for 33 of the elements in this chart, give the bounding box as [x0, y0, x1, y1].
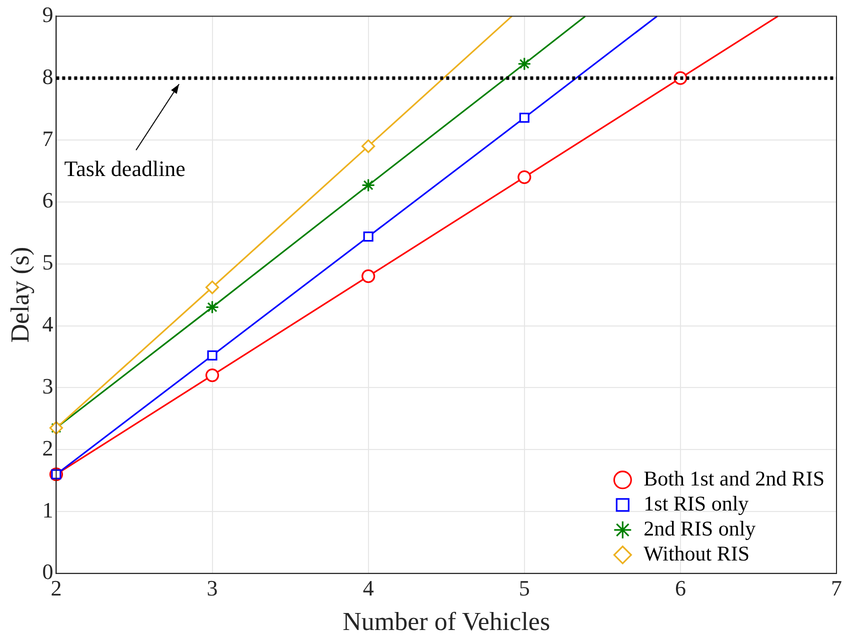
legend-label: Both 1st and 2nd RIS: [644, 466, 825, 490]
y-tick-label: 5: [42, 250, 54, 275]
point: [362, 139, 376, 154]
point: [207, 350, 218, 361]
x-tick-label: 6: [674, 575, 686, 600]
point: [518, 170, 532, 184]
point: [519, 112, 530, 123]
point: [363, 232, 374, 242]
legend-label: 2nd RIS only: [644, 516, 756, 540]
legend-label: 1st RIS only: [644, 491, 750, 516]
y-tick-label: 7: [42, 126, 54, 151]
x-axis-title: Number of Vehicles: [342, 607, 550, 636]
legend-label: Without RIS: [644, 541, 750, 566]
point: [205, 280, 220, 294]
y-tick-label: 3: [42, 373, 54, 398]
y-tick-label: 9: [42, 2, 54, 27]
y-tick-label: 4: [42, 312, 54, 337]
point: [205, 300, 220, 314]
point: [362, 269, 376, 284]
point: [362, 178, 376, 192]
y-tick-label: 1: [42, 497, 54, 522]
y-tick-label: 0: [42, 559, 54, 584]
y-tick-label: 8: [42, 64, 54, 89]
point: [205, 368, 220, 382]
annotation: Task deadline: [64, 156, 186, 182]
x-tick-label: 3: [206, 575, 218, 600]
y-tick-label: 2: [42, 435, 54, 460]
x-tick-label: 4: [362, 575, 374, 600]
x-tick-label: 5: [518, 575, 530, 600]
y-axis-title: Delay (s): [5, 246, 34, 343]
x-tick-label: 7: [831, 575, 842, 600]
y-tick-label: 6: [42, 188, 54, 213]
point: [518, 57, 532, 71]
